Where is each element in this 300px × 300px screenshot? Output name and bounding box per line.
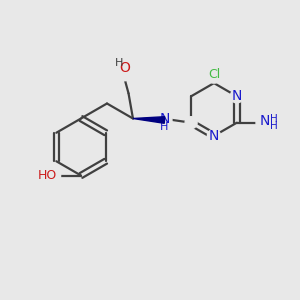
- Circle shape: [116, 64, 132, 81]
- Text: H: H: [270, 121, 278, 131]
- Text: O: O: [119, 61, 130, 75]
- Text: H: H: [270, 114, 278, 124]
- Text: HO: HO: [38, 169, 57, 182]
- Circle shape: [41, 166, 61, 185]
- Circle shape: [256, 111, 279, 134]
- Text: N: N: [232, 89, 242, 103]
- Circle shape: [207, 129, 220, 142]
- Text: N: N: [260, 114, 270, 128]
- Text: N: N: [159, 112, 170, 126]
- Text: H: H: [114, 58, 123, 68]
- Circle shape: [230, 90, 243, 103]
- Circle shape: [157, 112, 172, 128]
- Text: N: N: [209, 129, 219, 143]
- Circle shape: [185, 117, 197, 129]
- Text: Cl: Cl: [208, 68, 220, 81]
- Text: H: H: [160, 122, 169, 132]
- Polygon shape: [133, 117, 165, 123]
- Circle shape: [205, 65, 223, 83]
